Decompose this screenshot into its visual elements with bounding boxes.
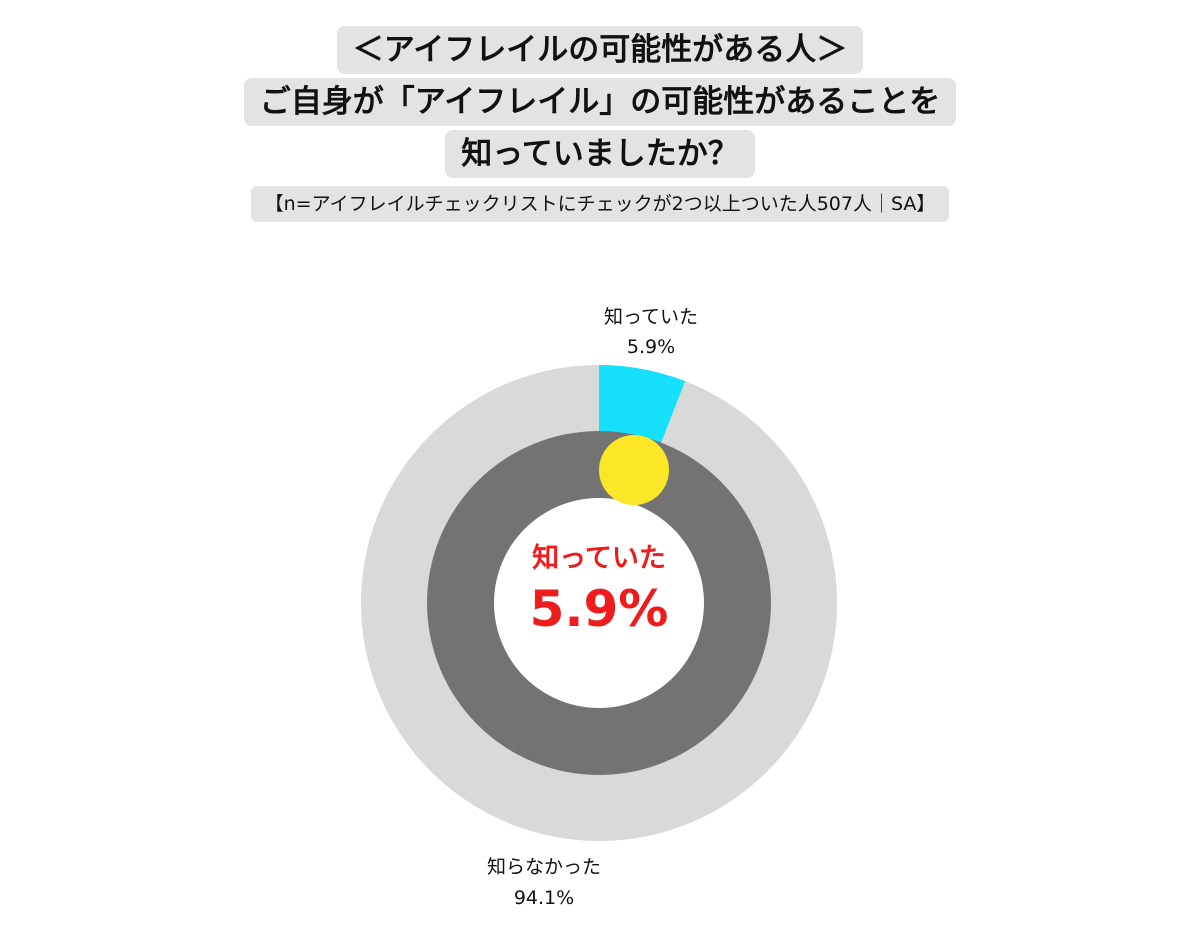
highlight-marker (599, 435, 669, 505)
chart-title-line-3: 知っていましたか？ (445, 130, 755, 178)
center-label-value: 5.9% (530, 580, 669, 638)
chart-title-line-1: ＜アイフレイルの可能性がある人＞ (336, 26, 864, 74)
slice-label-known-name: 知っていた (604, 306, 698, 328)
slice-label-unknown-name: 知らなかった (487, 856, 601, 878)
slice-label-known-value: 5.9% (627, 336, 675, 358)
slice-label-unknown-value: 94.1% (514, 887, 574, 909)
center-hole (494, 498, 704, 708)
chart-subtitle: 【n=アイフレイルチェックリストにチェックが2つ以上ついた人507人｜SA】 (250, 186, 950, 222)
chart-title-line-2: ご自身が「アイフレイル」の可能性があることを (243, 78, 957, 126)
chart-title-block: ＜アイフレイルの可能性がある人＞ ご自身が「アイフレイル」の可能性があることを … (0, 26, 1200, 222)
center-label-category: 知っていた (532, 543, 666, 574)
